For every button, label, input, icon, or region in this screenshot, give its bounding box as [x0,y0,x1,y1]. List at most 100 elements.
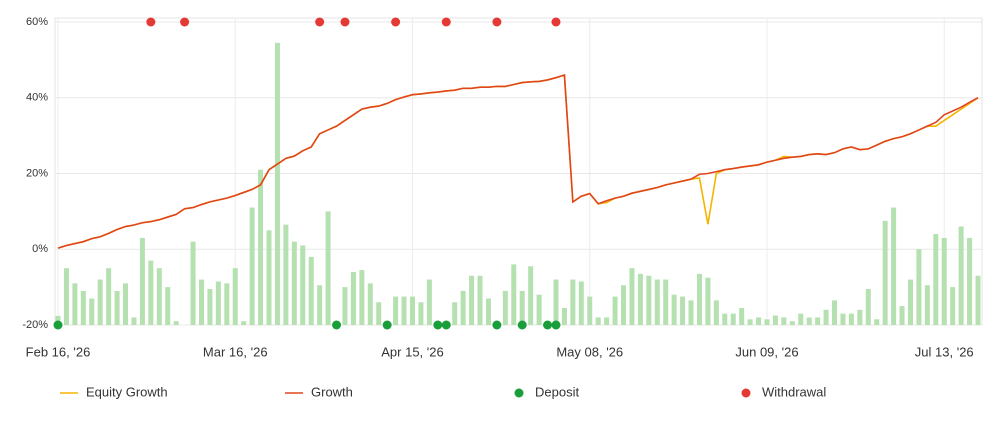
marker [492,17,502,27]
marker [543,320,553,330]
bar [165,287,171,325]
y-tick-label: -20% [22,319,48,331]
bar [139,237,145,325]
y-tick-label: 20% [26,167,48,179]
bar [840,313,846,325]
bar [393,296,399,325]
bar [730,313,736,325]
legend-swatch [514,388,524,398]
bar [561,307,567,325]
marker [340,17,350,27]
bar [705,277,711,325]
bar [72,283,78,325]
bar [536,294,542,325]
bar [106,268,112,325]
x-tick-label: May 08, '26 [556,344,623,359]
bar [224,283,230,325]
y-tick-label: 60% [26,16,48,28]
legend-label: Growth [311,384,353,399]
bar [215,281,221,325]
bar [612,296,618,325]
bar [815,317,821,325]
bar [156,268,162,325]
y-tick-label: 0% [32,243,48,255]
bar [123,283,129,325]
bar [874,319,880,325]
bar [89,298,95,325]
bar [629,268,635,325]
bar [857,309,863,325]
bar [806,317,812,325]
marker [551,320,561,330]
marker [492,320,502,330]
bar [899,306,905,325]
bar [671,294,677,325]
y-tick-label: 40% [26,92,48,104]
marker [433,320,443,330]
bar [359,270,365,325]
bar [519,290,525,325]
bar [114,290,120,325]
bar [325,211,331,325]
bar [274,42,280,326]
x-tick-label: Feb 16, '26 [26,344,91,359]
bar [418,302,424,325]
bar [975,275,981,325]
bar [680,296,686,325]
bar [654,279,660,325]
marker [441,320,451,330]
bar [578,281,584,325]
legend-label: Deposit [535,384,579,399]
bar [207,289,213,325]
bar [350,271,356,325]
bar [882,220,888,325]
marker [441,17,451,27]
bar [865,289,871,325]
bar [249,207,255,325]
bar [511,264,517,325]
bar [722,313,728,325]
bar [148,260,154,325]
marker [315,17,325,27]
bar [426,279,432,325]
bar [621,285,627,325]
bar [80,290,86,325]
bar [595,317,601,325]
legend-label: Withdrawal [762,384,826,399]
marker [551,17,561,27]
bar [916,249,922,325]
bar [688,300,694,325]
bar [941,237,947,325]
x-tick-label: Apr 15, '26 [381,344,443,359]
bar [131,317,137,325]
bar [291,241,297,325]
bar [553,279,559,325]
bar [308,256,314,325]
bar [789,321,795,325]
bar [190,241,196,325]
bar [198,279,204,325]
bar [97,279,103,325]
bar [528,266,534,325]
bar [933,234,939,325]
bar [283,224,289,325]
bar [409,296,415,325]
bar [739,307,745,325]
bar [232,268,238,325]
x-tick-label: Jul 13, '26 [915,344,974,359]
marker [391,17,401,27]
bar [452,302,458,325]
marker [180,17,190,27]
bar [367,283,373,325]
bar [376,302,382,325]
bar [469,275,475,325]
bar [832,300,838,325]
bar [266,230,272,325]
bar [401,296,407,325]
bar [63,268,69,325]
bar [747,319,753,325]
bar [798,313,804,325]
bar [713,300,719,325]
